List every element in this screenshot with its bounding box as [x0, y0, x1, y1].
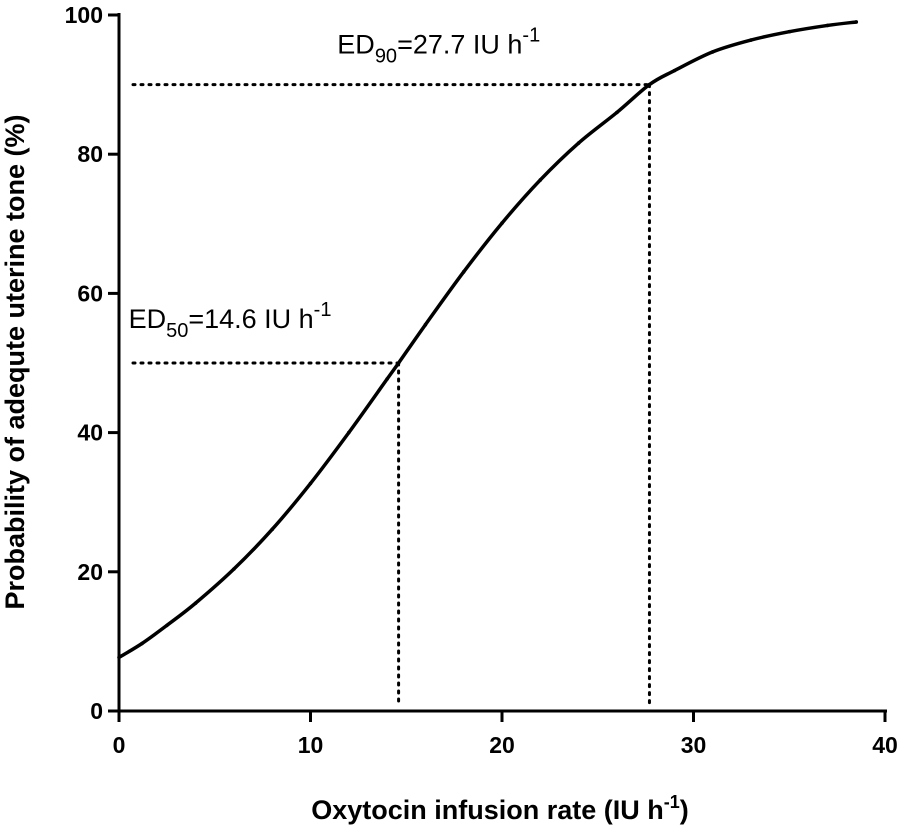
x-tick-label-0: 0 — [113, 732, 126, 758]
series-point-0-18 — [710, 50, 715, 54]
y-axis-title: Probability of adequte uterine tone (%) — [0, 114, 30, 609]
reference-lines — [131, 83, 651, 709]
series-point-0-4 — [232, 567, 236, 571]
x-tick-label-1: 10 — [298, 732, 324, 758]
series-point-0-8 — [385, 377, 389, 381]
series-point-0-10 — [423, 322, 428, 327]
series-point-0-11 — [461, 270, 466, 274]
annotations: ED50=14.6 IU h-1 ED90=27.7 IU h-1 — [129, 24, 541, 342]
y-tick-label-5: 100 — [65, 2, 103, 28]
x-axis-title-main: Oxytocin infusion rate (IU h — [311, 795, 664, 825]
series-point-0-13 — [538, 178, 543, 182]
annotation-0: ED50=14.6 IU h-1 — [129, 299, 332, 342]
y-tick-label-1: 20 — [77, 559, 103, 585]
series-point-0-2 — [165, 623, 169, 628]
x-axis-title: Oxytocin infusion rate (IU h-1) — [311, 792, 689, 825]
series-point-0-6 — [308, 481, 313, 486]
series-point-0-21 — [825, 23, 830, 28]
ticks: 0 10 20 30 40 0 20 40 60 80 100 — [65, 2, 898, 758]
x-axis-title-sup: -1 — [664, 792, 680, 812]
series-point-0-0 — [117, 655, 121, 660]
series-point-0-14 — [576, 141, 581, 145]
y-tick-label-4: 80 — [77, 141, 103, 167]
series-line-0 — [118, 20, 857, 659]
series-point-0-16 — [647, 82, 652, 87]
x-tick-label-3: 30 — [681, 732, 707, 758]
x-tick-label-4: 40 — [872, 732, 898, 758]
curve-layer — [117, 20, 859, 660]
y-tick-label-2: 40 — [77, 420, 103, 446]
axes — [117, 13, 887, 713]
series-point-0-9 — [396, 361, 401, 365]
series-point-0-12 — [500, 221, 504, 225]
y-tick-label-0: 0 — [90, 698, 103, 724]
series-point-0-3 — [193, 601, 198, 605]
x-axis-title-close: ) — [680, 795, 689, 825]
y-tick-label-3: 60 — [77, 280, 103, 306]
series-point-0-19 — [749, 38, 753, 42]
series-point-0-20 — [787, 29, 792, 34]
x-tick-label-2: 20 — [489, 732, 515, 758]
annotation-1: ED90=27.7 IU h-1 — [337, 24, 540, 67]
series-point-0-22 — [854, 20, 859, 24]
series-point-0-7 — [347, 430, 351, 435]
series-point-0-15 — [615, 110, 619, 115]
series-point-0-17 — [672, 68, 677, 73]
series-point-0-5 — [270, 527, 275, 532]
series-point-0-1 — [140, 641, 144, 646]
